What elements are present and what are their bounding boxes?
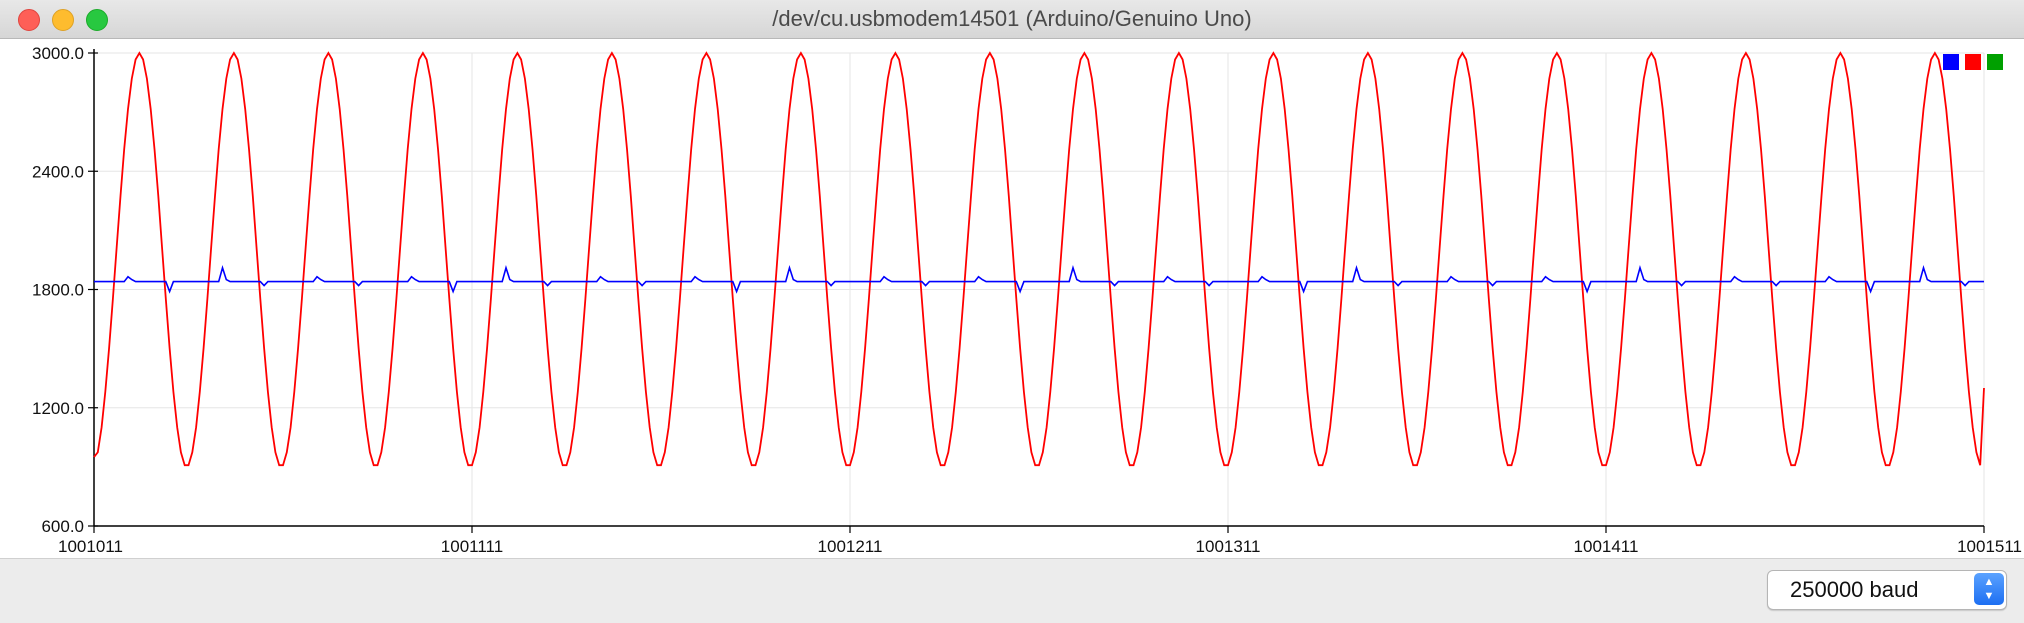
baud-rate-value: 250000 baud bbox=[1790, 577, 1919, 602]
window-title: /dev/cu.usbmodem14501 (Arduino/Genuino U… bbox=[772, 6, 1252, 31]
x-tick-label: 1001411 bbox=[1574, 537, 1639, 556]
minimize-window-button[interactable] bbox=[52, 9, 74, 31]
y-tick-label: 1800.0 bbox=[32, 281, 84, 300]
legend-swatch-green bbox=[1987, 54, 2003, 70]
footer-bar: 250000 baud ▲ ▼ bbox=[0, 558, 2024, 623]
legend-swatch-blue bbox=[1943, 54, 1959, 70]
y-tick-label: 2400.0 bbox=[32, 162, 84, 181]
series-red-line bbox=[93, 51, 1985, 467]
x-tick-label: 1001211 bbox=[818, 537, 883, 556]
baud-rate-select[interactable]: 250000 baud ▲ ▼ bbox=[1767, 570, 2007, 610]
up-down-chevron-icon[interactable]: ▲ ▼ bbox=[1974, 573, 2004, 605]
y-tick-label: 3000.0 bbox=[32, 44, 84, 63]
title-bar[interactable]: /dev/cu.usbmodem14501 (Arduino/Genuino U… bbox=[0, 0, 2024, 39]
zoom-window-button[interactable] bbox=[86, 9, 108, 31]
x-tick-label: 1001011 bbox=[58, 537, 123, 556]
y-tick-label: 600.0 bbox=[41, 517, 84, 536]
x-tick-label: 1001511 bbox=[1957, 537, 2022, 556]
x-tick-label: 1001311 bbox=[1196, 537, 1261, 556]
series-blue-line bbox=[94, 265, 1984, 294]
y-tick-label: 1200.0 bbox=[32, 399, 84, 418]
x-tick-label: 1001111 bbox=[441, 537, 503, 556]
close-window-button[interactable] bbox=[18, 9, 40, 31]
plot-area: 3000.0 2400.0 1800.0 1200.0 600.0 1001011 1001… bbox=[0, 39, 2024, 558]
legend-swatch-red bbox=[1965, 54, 1981, 70]
